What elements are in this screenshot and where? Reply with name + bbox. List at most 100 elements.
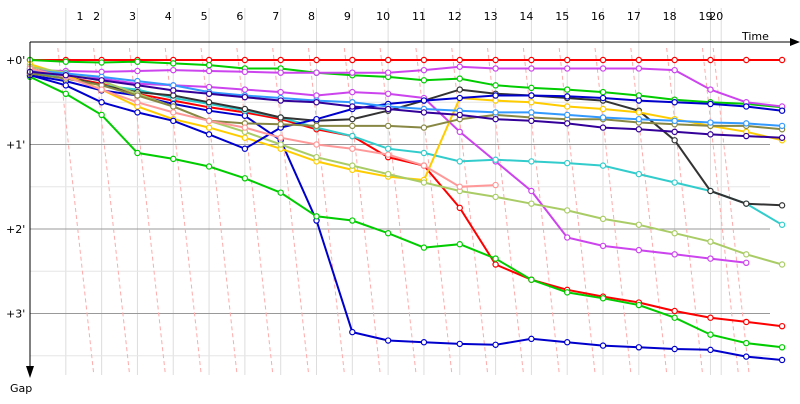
series-6-point — [277, 88, 284, 96]
series-11-point — [492, 92, 499, 99]
series-6-point — [599, 242, 607, 250]
series-13-point — [528, 109, 535, 116]
series-12-point — [313, 122, 320, 130]
series-14-point — [384, 151, 392, 158]
series-15-point — [528, 117, 535, 125]
series-6-point — [349, 88, 356, 96]
series-4-point — [134, 58, 141, 65]
series-9-point — [599, 105, 607, 113]
series-line-13 — [29, 69, 783, 127]
series-9-point — [564, 103, 571, 110]
series-2-point — [635, 344, 643, 351]
series-8-point — [205, 99, 213, 106]
series-10-point — [277, 141, 284, 148]
series-4-point — [635, 92, 643, 99]
y-tick-label: +3' — [6, 308, 25, 321]
lap-dashed-line — [558, 47, 596, 376]
series-12-point — [349, 122, 356, 130]
series-0-point — [492, 56, 499, 64]
series-6-point — [384, 90, 392, 98]
series-1-point — [707, 314, 714, 321]
series-4-point — [205, 61, 213, 69]
series-6-point — [743, 259, 750, 266]
series-2-point — [420, 339, 428, 346]
series-1-point — [778, 322, 786, 330]
series-11-point — [62, 82, 70, 89]
x-tick-label: 19 — [698, 10, 712, 23]
series-7-point — [778, 221, 786, 228]
series-5-point — [170, 66, 177, 74]
series-10-point — [492, 193, 499, 201]
x-tick-label: 7 — [272, 10, 279, 23]
series-lines — [26, 56, 786, 364]
series-2-point — [384, 337, 392, 344]
series-0-point — [456, 56, 463, 64]
x-tick-label: 11 — [412, 10, 426, 23]
series-15-point — [778, 134, 786, 141]
series-0-point — [349, 56, 356, 64]
series-2-point — [778, 356, 786, 364]
axes: Time Gap 1 2 3 4 5 6 7 8 9 10 11 12 13 14 15 16 17 18 1920… — [6, 10, 800, 395]
series-14-point — [313, 141, 320, 148]
series-3-point — [671, 314, 678, 321]
series-10-point — [635, 221, 643, 228]
series-6-point — [241, 86, 249, 93]
series-7-point — [349, 132, 356, 140]
series-15-point — [384, 105, 392, 113]
x-tick-label: 13 — [484, 10, 498, 23]
series-6-point — [635, 246, 643, 254]
series-10-point — [528, 200, 535, 207]
series-10-point — [384, 170, 392, 178]
x-axis-arrowhead — [790, 38, 800, 46]
x-axis-label: Time — [741, 30, 769, 43]
lap-dashed-line — [200, 47, 238, 376]
series-7-point — [599, 162, 607, 169]
x-tick-label: 2 — [93, 10, 100, 23]
series-0-point — [241, 56, 249, 64]
series-10-point — [671, 230, 678, 237]
series-4-point — [420, 77, 428, 84]
series-2-point — [564, 339, 571, 346]
series-14-point — [492, 181, 499, 189]
y-tick-label: +0' — [6, 54, 25, 67]
x-tick-label: 18 — [663, 10, 677, 23]
series-5-point — [492, 65, 499, 72]
series-6-point — [671, 251, 678, 258]
series-1-point — [456, 204, 463, 212]
series-15-point — [134, 82, 141, 89]
series-5-point — [277, 69, 284, 76]
series-1-point — [492, 261, 499, 268]
series-8-point — [241, 105, 249, 113]
series-2-point — [743, 353, 750, 360]
series-11-point — [205, 131, 213, 138]
series-4-point — [62, 58, 70, 65]
series-3-point — [313, 213, 320, 220]
series-11-point — [313, 115, 320, 123]
series-11-point — [671, 99, 678, 106]
series-3-point — [743, 339, 750, 347]
lap-dashed-line — [128, 47, 166, 376]
lap-dashed-line — [379, 47, 417, 376]
series-3-point — [707, 331, 714, 338]
series-14-point — [456, 183, 463, 190]
series-9-point — [635, 109, 643, 116]
series-11-point — [241, 145, 249, 152]
lap-dashed-line — [522, 47, 560, 376]
series-3-point — [349, 217, 356, 224]
series-0-point — [384, 56, 392, 64]
series-5-point — [420, 66, 428, 74]
series-14-point — [277, 134, 284, 141]
lap-dashed-line — [57, 47, 95, 376]
x-tick-label: 12 — [448, 10, 462, 23]
series-7-point — [492, 156, 499, 163]
series-14-point — [205, 117, 213, 125]
series-5-point — [528, 65, 535, 72]
series-11-point — [635, 97, 643, 104]
series-15-point — [456, 111, 463, 119]
series-11-point — [134, 109, 141, 116]
series-5-point — [564, 65, 571, 72]
series-8-point — [707, 187, 714, 195]
series-8-point — [456, 86, 463, 93]
series-8-point — [778, 202, 786, 209]
